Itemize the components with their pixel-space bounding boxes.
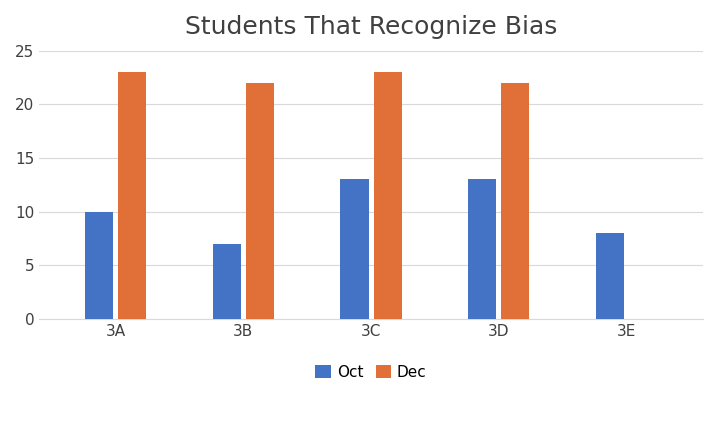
Bar [246,83,274,319]
Bar [373,72,401,319]
Bar [596,233,624,319]
Legend: Oct, Dec: Oct, Dec [309,359,433,386]
Bar [213,244,241,319]
Bar [85,212,113,319]
Bar [118,72,146,319]
Bar [340,179,368,319]
Bar [468,179,496,319]
Bar [501,83,529,319]
Title: Students That Recognize Bias: Students That Recognize Bias [185,15,557,39]
